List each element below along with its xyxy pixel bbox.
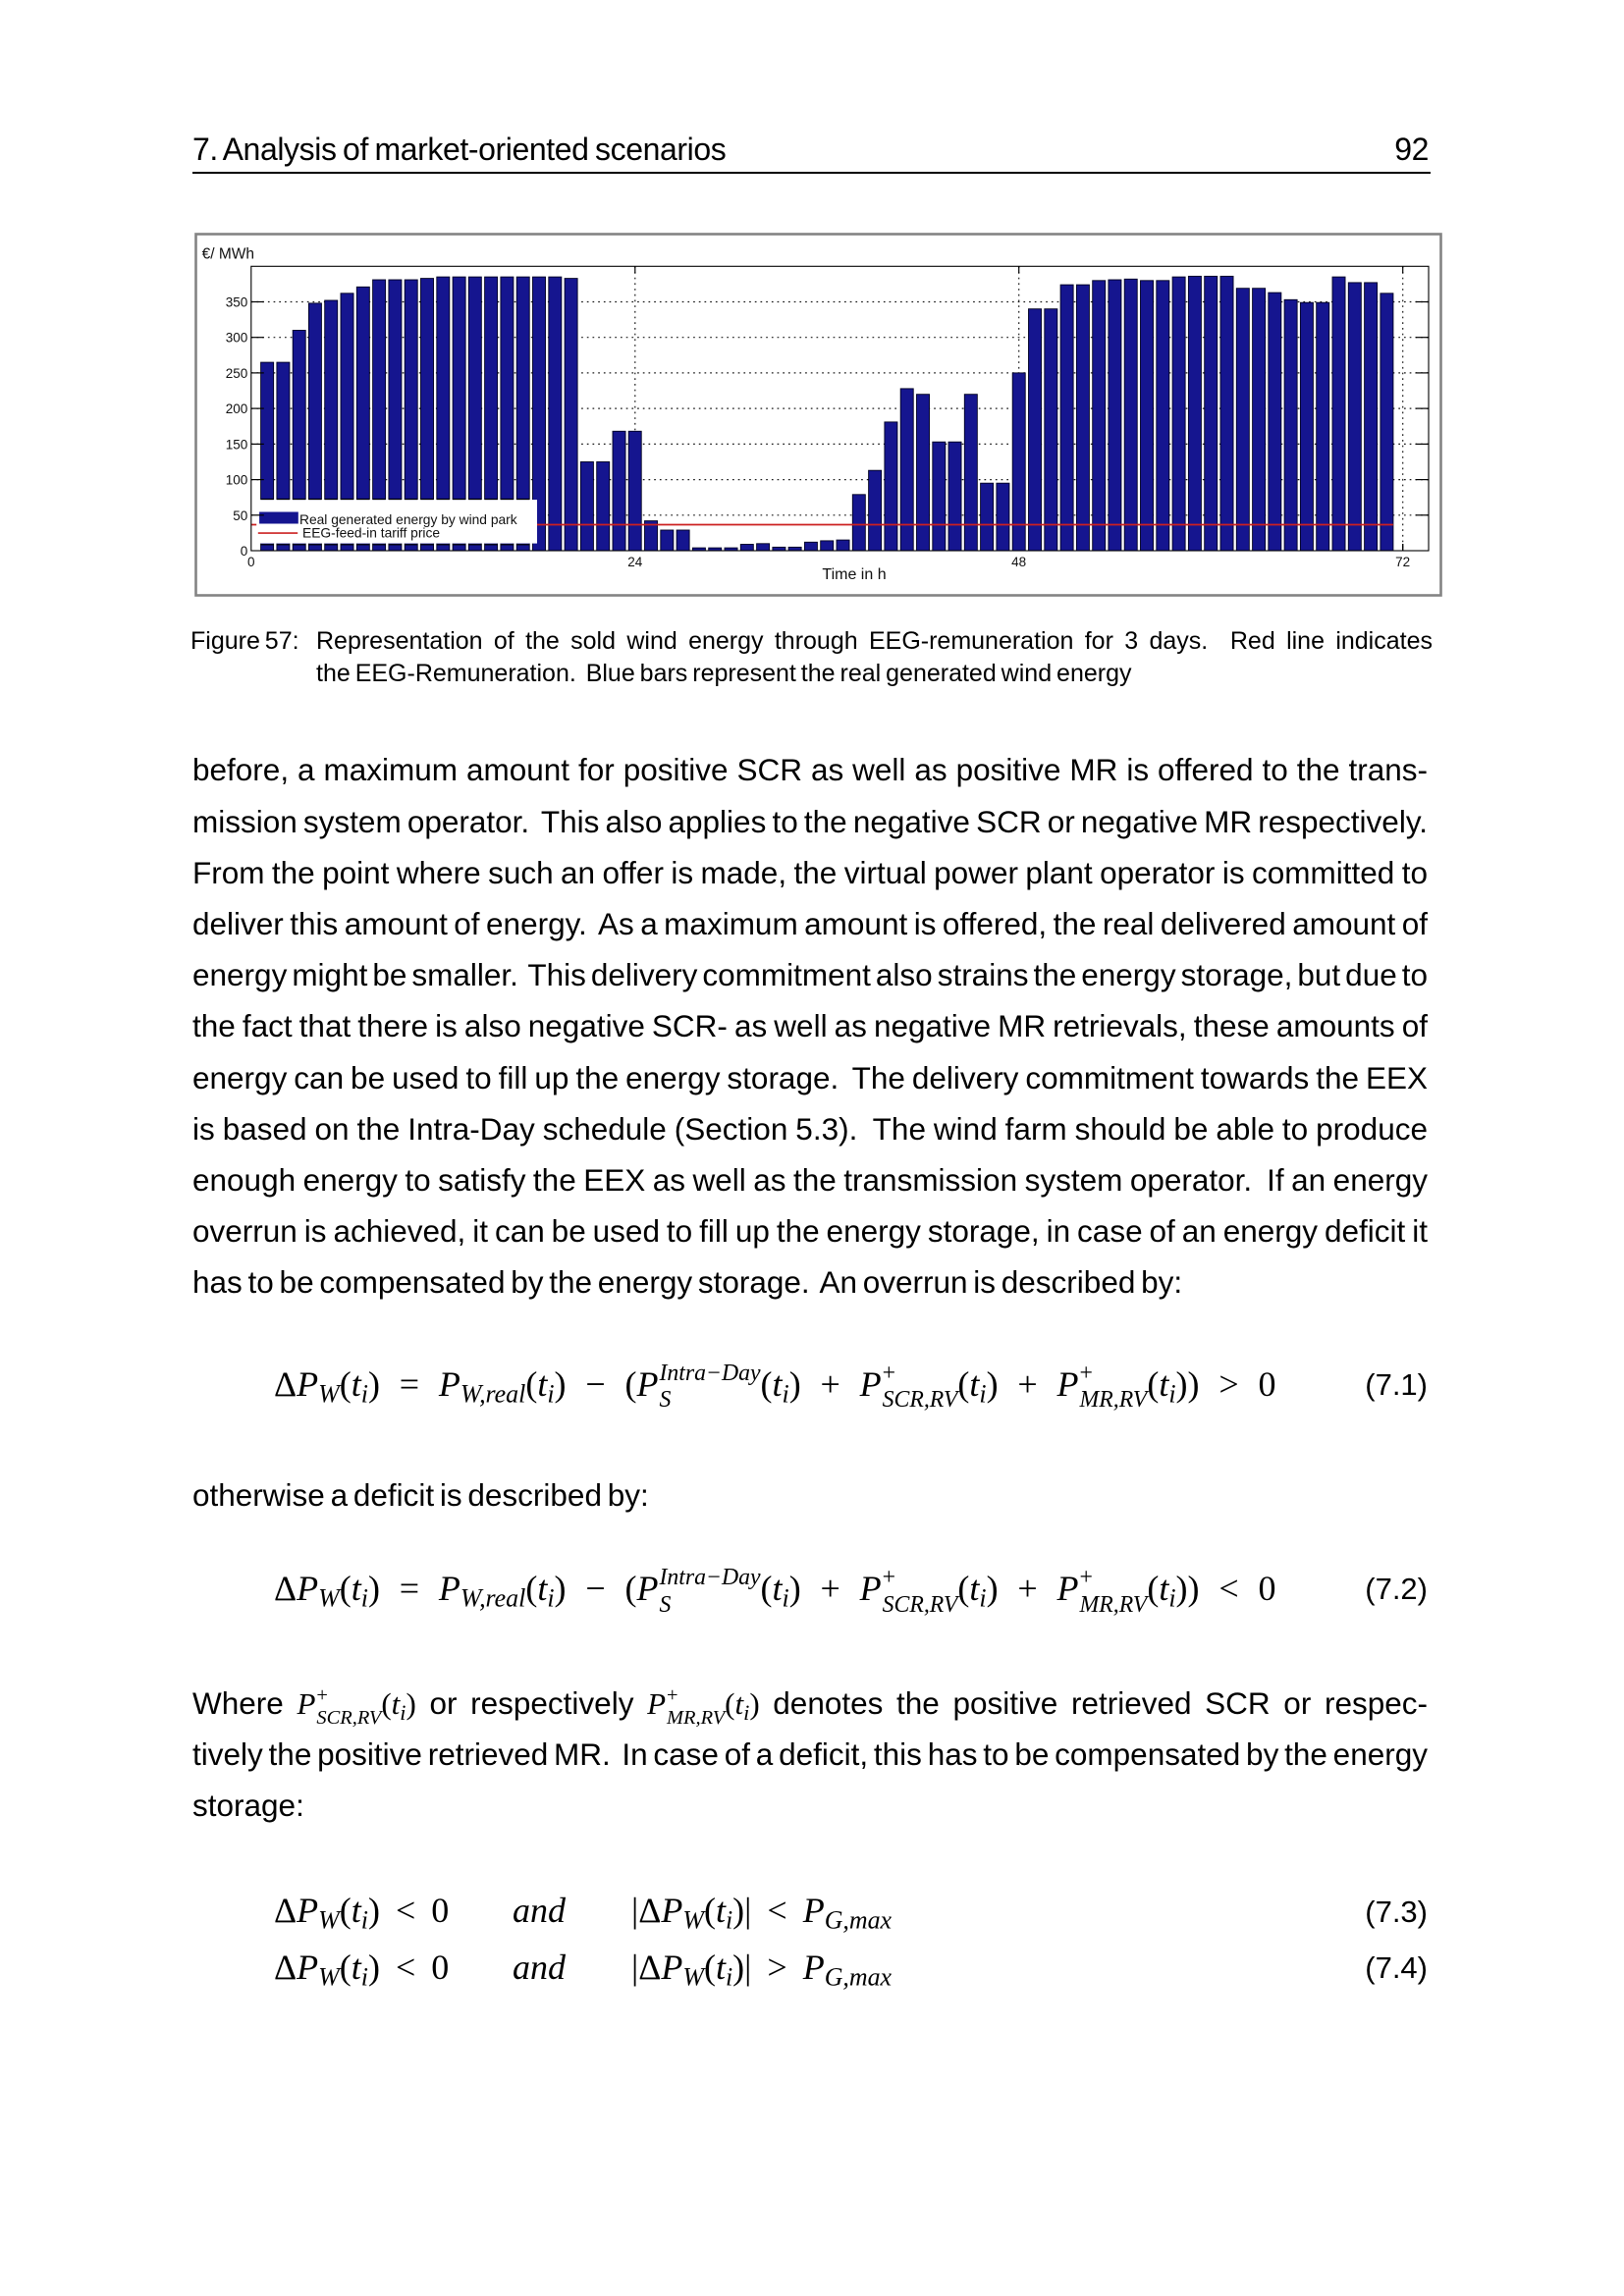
svg-text:300: 300: [226, 331, 248, 346]
svg-text:Real generated energy by wind: Real generated energy by wind park: [299, 512, 517, 527]
svg-text:EEG-feed-in tariff price: EEG-feed-in tariff price: [302, 526, 440, 541]
svg-text:250: 250: [226, 366, 248, 381]
svg-text:Time in h: Time in h: [822, 566, 886, 583]
svg-text:0: 0: [241, 544, 248, 559]
svg-text:48: 48: [1011, 555, 1026, 569]
svg-text:200: 200: [226, 401, 248, 416]
svg-text:0: 0: [247, 555, 255, 569]
svg-text:100: 100: [226, 473, 248, 488]
svg-text:150: 150: [226, 437, 248, 452]
svg-text:€/ MWh: €/ MWh: [202, 246, 254, 263]
svg-text:350: 350: [226, 295, 248, 310]
svg-text:24: 24: [627, 555, 643, 569]
svg-text:72: 72: [1395, 555, 1410, 569]
svg-text:50: 50: [233, 508, 247, 523]
